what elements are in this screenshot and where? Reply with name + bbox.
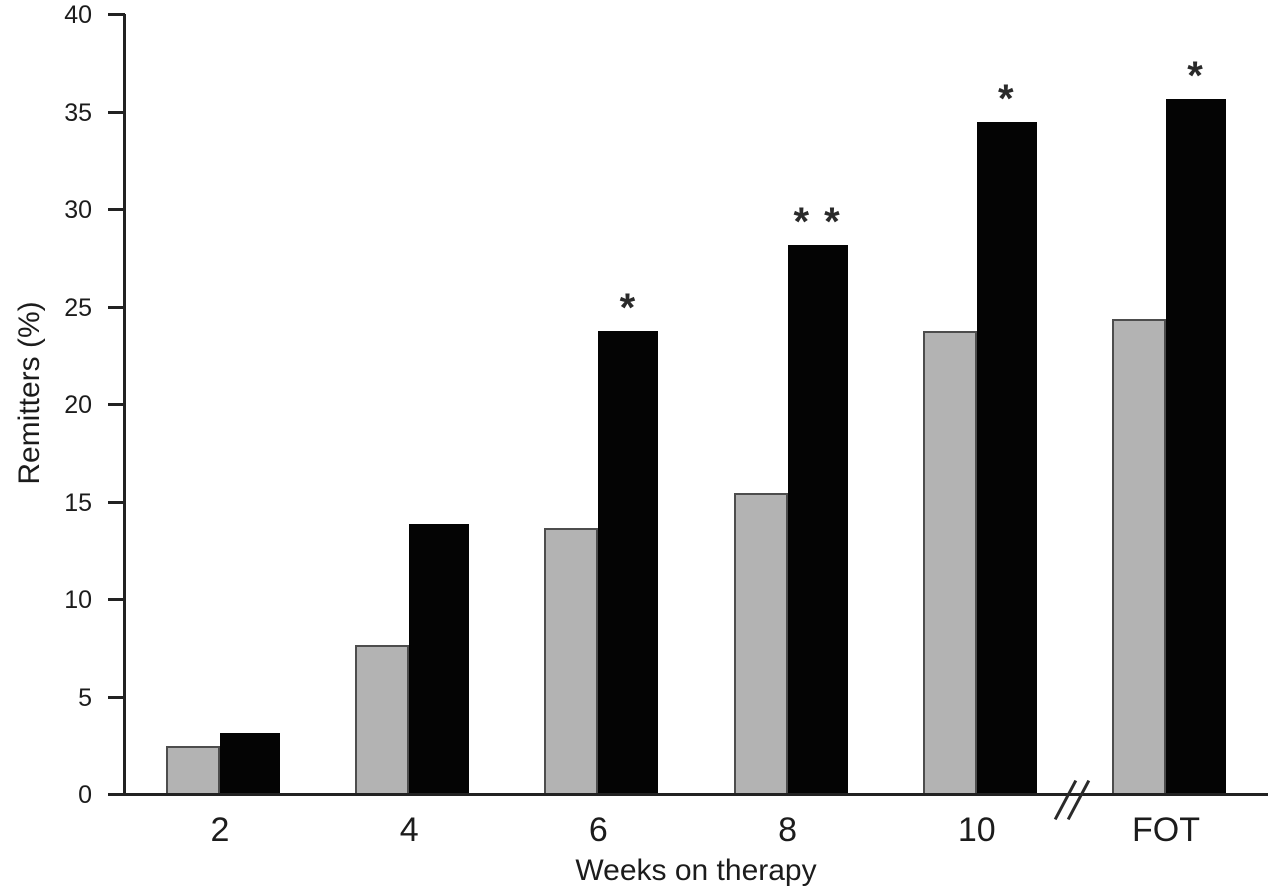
y-tick-label-10: 10 <box>64 586 92 614</box>
gray-bar-8 <box>733 492 788 795</box>
y-tick-25 <box>108 305 125 309</box>
black-bar-FOT <box>1166 98 1226 795</box>
y-tick-label-40: 40 <box>64 1 92 29</box>
y-tick-35 <box>108 110 125 114</box>
y-axis-line <box>123 14 126 796</box>
y-tick-label-5: 5 <box>78 683 92 712</box>
y-tick-label-20: 20 <box>64 391 92 419</box>
black-bar-10 <box>976 122 1037 795</box>
y-tick-20 <box>108 403 125 406</box>
y-axis-title: Remitters (%) <box>13 301 46 485</box>
x-tick-label-FOT: FOT <box>1132 811 1200 849</box>
x-tick-label-10: 10 <box>957 811 996 849</box>
gray-bar-2 <box>166 746 220 795</box>
y-tick-label-25: 25 <box>64 293 92 322</box>
black-bar-4 <box>409 523 470 795</box>
significance-marker-6: * <box>619 285 638 330</box>
y-tick-label-35: 35 <box>64 98 92 127</box>
significance-marker-10: * <box>998 77 1016 122</box>
y-tick-30 <box>108 208 125 211</box>
gray-bar-FOT <box>1112 319 1166 795</box>
x-tick-label-6: 6 <box>588 811 608 849</box>
x-axis-title: Weeks on therapy <box>575 854 817 887</box>
x-axis-line <box>108 793 1268 796</box>
y-tick-40 <box>108 13 125 16</box>
y-tick-5 <box>108 695 125 699</box>
black-bar-8 <box>787 245 848 795</box>
significance-marker-FOT: * <box>1187 53 1205 98</box>
black-bar-2 <box>220 732 280 795</box>
gray-bar-6 <box>544 527 599 795</box>
x-tick-label-4: 4 <box>399 811 419 849</box>
significance-marker-8: * * <box>793 200 842 245</box>
y-tick-label-15: 15 <box>64 488 92 517</box>
y-tick-10 <box>108 598 125 601</box>
y-tick-15 <box>108 500 125 504</box>
x-tick-label-2: 2 <box>210 811 230 849</box>
gray-bar-10 <box>922 330 977 795</box>
black-bar-6 <box>598 330 659 795</box>
axis-break-slash-1 <box>1053 779 1078 821</box>
y-tick-label-0: 0 <box>78 781 92 809</box>
x-tick-label-8: 8 <box>778 811 798 849</box>
y-tick-label-30: 30 <box>64 196 92 224</box>
gray-bar-4 <box>355 644 410 795</box>
